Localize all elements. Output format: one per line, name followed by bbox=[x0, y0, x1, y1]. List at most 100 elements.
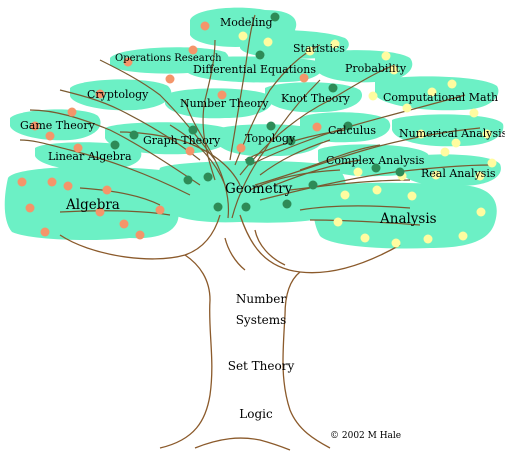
tree-trunk bbox=[59, 214, 401, 451]
foliage-real bbox=[400, 154, 501, 187]
trunk-label-set-theory: Set Theory bbox=[227, 359, 295, 373]
green-fruit-dots bbox=[110, 12, 405, 212]
branch-label-differential-equations: Differential Equations bbox=[193, 63, 317, 76]
orange-fruit-dot bbox=[95, 207, 105, 217]
tree-branches bbox=[19, 14, 491, 226]
yellow-fruit-dot bbox=[353, 167, 363, 177]
orange-fruit-dot bbox=[165, 74, 175, 84]
green-fruit-dot bbox=[255, 50, 265, 60]
orange-fruit-dot bbox=[236, 143, 246, 153]
orange-fruit-dot bbox=[67, 107, 77, 117]
foliage-analysis bbox=[313, 182, 497, 249]
yellow-fruit-dot bbox=[475, 171, 485, 181]
branch-label-calculus: Calculus bbox=[328, 124, 376, 137]
branch-label-modeling: Modeling bbox=[220, 16, 273, 29]
green-fruit-dot bbox=[245, 156, 255, 166]
green-fruit-dot bbox=[343, 121, 353, 131]
yellow-fruit-dot bbox=[482, 129, 492, 139]
yellow-fruit-dot bbox=[389, 65, 399, 75]
green-fruit-dot bbox=[395, 167, 405, 177]
branch-label-statistics: Statistics bbox=[293, 42, 345, 55]
yellow-fruit-dot bbox=[451, 138, 461, 148]
orange-fruit-dot bbox=[217, 90, 227, 100]
yellow-fruit-dot bbox=[330, 39, 340, 49]
green-fruit-dot bbox=[308, 180, 318, 190]
orange-fruit-dot bbox=[135, 230, 145, 240]
yellow-fruit-dot bbox=[447, 79, 457, 89]
yellow-fruit-dot bbox=[368, 91, 378, 101]
yellow-fruit-dot bbox=[238, 31, 248, 41]
green-fruit-dot bbox=[110, 140, 120, 150]
copyright-credit: © 2002 M Hale bbox=[330, 431, 402, 441]
orange-fruit-dot bbox=[63, 181, 73, 191]
yellow-fruit-dot bbox=[427, 87, 437, 97]
yellow-fruit-dot bbox=[340, 190, 350, 200]
orange-fruit-dot bbox=[17, 177, 27, 187]
yellow-fruit-dot bbox=[305, 46, 315, 56]
yellow-fruit-dot bbox=[416, 129, 426, 139]
green-fruit-dot bbox=[129, 130, 139, 140]
foliage-statistics bbox=[240, 30, 349, 59]
branch-label-probability: Probability bbox=[345, 62, 407, 75]
yellow-fruit-dot bbox=[381, 51, 391, 61]
branch-label-linear-algebra: Linear Algebra bbox=[48, 150, 132, 163]
yellow-fruit-dot bbox=[423, 234, 433, 244]
orange-fruit-dot bbox=[95, 89, 105, 99]
yellow-fruit-dot bbox=[263, 37, 273, 47]
yellow-fruit-dot bbox=[360, 233, 370, 243]
trunk-label-number: Number bbox=[235, 292, 287, 306]
foliage-diffeq bbox=[185, 56, 324, 83]
foliage-knot bbox=[265, 82, 363, 113]
green-fruit-dot bbox=[282, 199, 292, 209]
yellow-fruit-dot bbox=[372, 185, 382, 195]
branch-label-topology: Topology bbox=[245, 132, 296, 145]
orange-fruit-dot bbox=[200, 21, 210, 31]
green-fruit-dot bbox=[270, 12, 280, 22]
branch-label-knot-theory: Knot Theory bbox=[281, 92, 350, 105]
green-fruit-dot bbox=[286, 136, 296, 146]
branch-label-computational-math: Computational Math bbox=[383, 91, 499, 104]
yellow-fruit-dots bbox=[238, 31, 497, 248]
green-fruit-dot bbox=[371, 163, 381, 173]
branch-label-algebra: Algebra bbox=[66, 197, 120, 213]
orange-fruit-dot bbox=[73, 143, 83, 153]
yellow-fruit-dot bbox=[476, 207, 486, 217]
orange-fruit-dots bbox=[17, 21, 322, 240]
orange-fruit-dot bbox=[299, 73, 309, 83]
green-fruit-dot bbox=[203, 172, 213, 182]
orange-fruit-dot bbox=[123, 57, 133, 67]
yellow-fruit-dot bbox=[391, 238, 401, 248]
foliage-gametheory bbox=[10, 109, 101, 141]
branch-label-game-theory: Game Theory bbox=[20, 119, 95, 132]
branch-label-geometry: Geometry bbox=[225, 181, 293, 197]
yellow-fruit-dot bbox=[458, 231, 468, 241]
orange-fruit-dot bbox=[155, 205, 165, 215]
orange-fruit-dot bbox=[185, 146, 195, 156]
branch-label-numerical-analysis: Numerical Analysis bbox=[399, 127, 505, 140]
yellow-fruit-dot bbox=[402, 103, 412, 113]
orange-fruit-dot bbox=[40, 227, 50, 237]
yellow-fruit-dot bbox=[431, 170, 441, 180]
orange-fruit-dot bbox=[188, 45, 198, 55]
trunk-label-systems: Systems bbox=[235, 313, 287, 327]
branch-label-complex-analysis: Complex Analysis bbox=[326, 154, 425, 167]
trunk-label-logic: Logic bbox=[239, 407, 273, 421]
green-fruit-dot bbox=[328, 83, 338, 93]
yellow-fruit-dot bbox=[469, 108, 479, 118]
branch-label-analysis: Analysis bbox=[380, 211, 437, 227]
orange-fruit-dot bbox=[45, 131, 55, 141]
green-fruit-dot bbox=[188, 125, 198, 135]
yellow-fruit-dot bbox=[440, 147, 450, 157]
branch-label-number-theory: Number Theory bbox=[180, 97, 269, 110]
yellow-fruit-dot bbox=[407, 191, 417, 201]
green-fruit-dot bbox=[241, 202, 251, 212]
branch-label-cryptology: Cryptology bbox=[87, 88, 149, 101]
foliage-computational bbox=[375, 76, 499, 111]
foliage-numbertheory bbox=[165, 88, 273, 119]
orange-fruit-dot bbox=[30, 121, 40, 131]
yellow-fruit-dot bbox=[487, 158, 497, 168]
green-fruit-dot bbox=[183, 175, 193, 185]
branch-label-operations-research: Operations Research bbox=[115, 53, 222, 64]
foliage-cryptology bbox=[70, 79, 172, 111]
